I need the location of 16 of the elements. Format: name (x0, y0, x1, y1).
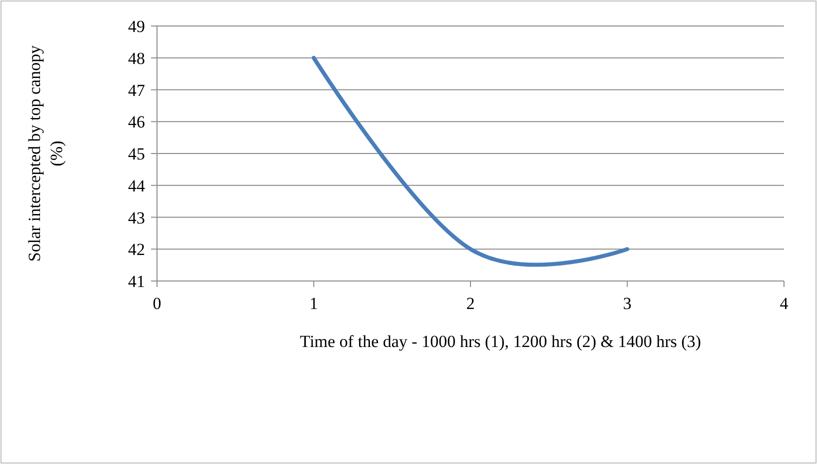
x-axis-title: Time of the day - 1000 hrs (1), 1200 hrs (2) & 1400 hrs (3) (300, 332, 702, 351)
y-tick-label: 42 (128, 240, 145, 260)
x-tick-label: 2 (466, 294, 475, 313)
x-tick-label: 4 (780, 294, 789, 313)
x-tick-label: 1 (310, 294, 318, 313)
x-tick-label: 0 (152, 294, 162, 313)
y-tick-label: 48 (128, 48, 145, 68)
y-tick-label: 46 (128, 112, 145, 132)
y-tick-label: 43 (128, 208, 145, 228)
y-tick-label: 41 (128, 272, 145, 291)
y-tick-label: 49 (128, 17, 145, 36)
y-tick-label: 47 (128, 80, 146, 100)
x-tick-label: 3 (623, 294, 632, 313)
y-tick-label: 45 (128, 144, 145, 164)
y-axis-title: Solar intercepted by top canopy (%) (25, 44, 66, 262)
y-tick-label: 44 (128, 176, 146, 196)
